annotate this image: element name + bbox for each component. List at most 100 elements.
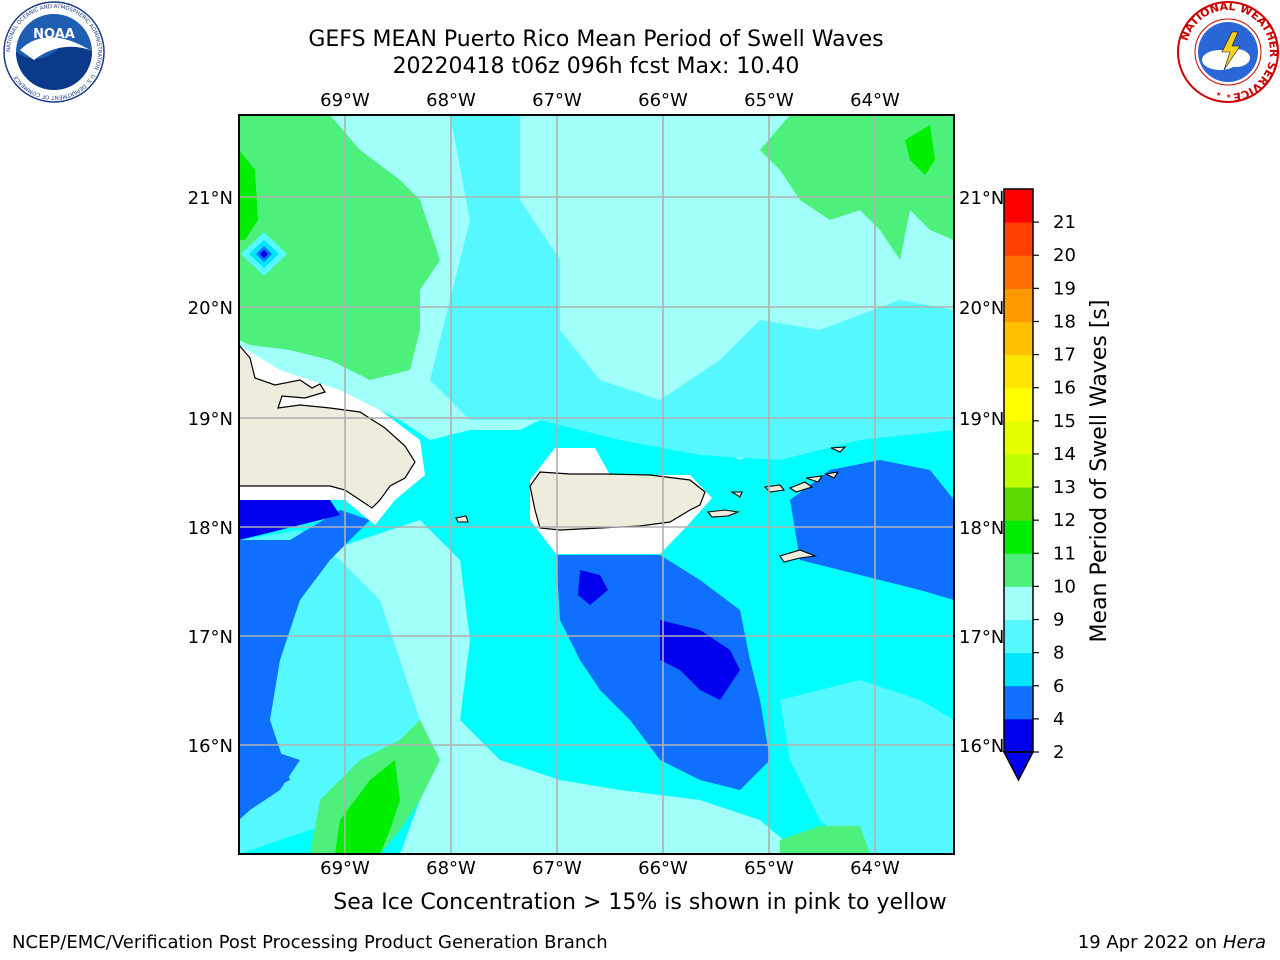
colorbar-segment	[1004, 718, 1033, 753]
lat-label-right: 16°N	[959, 736, 1004, 757]
lon-label-top: 69°W	[320, 90, 370, 111]
contour-10-11-ne-patch	[905, 125, 935, 175]
colorbar-tick-label: 8	[1053, 643, 1064, 664]
lat-label-left: 21°N	[188, 188, 233, 209]
colorbar-segment	[1004, 189, 1033, 223]
colorbar-segment	[1004, 652, 1033, 687]
colorbar-tick-label: 19	[1053, 278, 1076, 299]
colorbar-ticks: 2 4 6 8 9 10 11 12 13 14 15 16 17 18 19 20 21	[1033, 212, 1076, 763]
lat-label-left: 16°N	[188, 736, 233, 757]
lat-labels-left: 21°N 20°N 19°N 18°N 17°N 16°N	[188, 188, 233, 757]
colorbar-tick-label: 11	[1053, 543, 1076, 564]
map-frame	[238, 114, 955, 855]
colorbar-frame	[1003, 188, 1034, 753]
chart-title: GEFS MEAN Puerto Rico Mean Period of Swe…	[308, 27, 884, 52]
colorbar-segment	[1004, 354, 1033, 389]
colorbar-segment	[1004, 420, 1033, 455]
colorbar-under-triangle	[1002, 751, 1035, 782]
colorbar-segment	[1004, 685, 1033, 720]
lon-label-top: 68°W	[426, 90, 476, 111]
noaa-logo-text: NOAA	[33, 27, 75, 42]
contour-9-10-northwest	[239, 115, 440, 380]
colorbar-tick-label: 13	[1053, 477, 1076, 498]
map-plot-area	[239, 115, 954, 854]
colorbar-segment	[1004, 222, 1033, 256]
lon-labels-bottom: 69°W 68°W 67°W 66°W 65°W 64°W	[320, 858, 900, 879]
colorbar-tick-label: 10	[1053, 576, 1076, 597]
colorbar-tick-label: 12	[1053, 510, 1076, 531]
chart-subtitle: 20220418 t06z 096h fcst Max: 10.40	[392, 54, 800, 79]
land-small-islands	[455, 446, 847, 563]
colorbar-segments	[1002, 189, 1035, 782]
colorbar-tick-label: 15	[1053, 411, 1076, 432]
colorbar-segment	[1004, 586, 1033, 621]
lon-label-top: 67°W	[532, 90, 582, 111]
lat-label-left: 17°N	[188, 627, 233, 648]
colorbar-tick-label: 9	[1053, 610, 1064, 631]
contour-below-2-west	[239, 500, 340, 540]
lon-label-top: 66°W	[638, 90, 688, 111]
lat-label-right: 17°N	[959, 627, 1004, 648]
gridlines	[239, 115, 954, 854]
lat-label-left: 19°N	[188, 409, 233, 430]
land-hispaniola	[239, 344, 416, 509]
contour-6-8-mid	[430, 115, 954, 460]
lon-label-top: 65°W	[744, 90, 794, 111]
colorbar-segment	[1004, 288, 1033, 322]
lon-label-bottom: 65°W	[744, 858, 794, 879]
colorbar-tick-label: 14	[1053, 444, 1076, 465]
contour-9-10-south-east	[780, 826, 870, 854]
lon-label-bottom: 68°W	[426, 858, 476, 879]
colorbar-segment	[1004, 487, 1033, 521]
footer-credit: NCEP/EMC/Verification Post Processing Pr…	[12, 932, 608, 953]
lon-label-bottom: 64°W	[850, 858, 900, 879]
land-puerto-rico	[529, 471, 706, 531]
lon-labels-top: 69°W 68°W 67°W 66°W 65°W 64°W	[320, 90, 900, 111]
lat-labels-right: 21°N 20°N 19°N 18°N 17°N 16°N	[959, 188, 1004, 757]
lon-label-top: 64°W	[850, 90, 900, 111]
lon-label-bottom: 67°W	[532, 858, 582, 879]
contour-10-11-south	[335, 760, 400, 854]
contour-9-10-northeast	[760, 115, 954, 260]
colorbar: 2 4 6 8 9 10 11 12 13 14 15 16 17 18 19 20 21	[1002, 188, 1076, 782]
colorbar-segment	[1004, 387, 1033, 422]
footer-date: 19 Apr 2022 on Hera	[1078, 932, 1266, 953]
colorbar-tick-label: 20	[1053, 245, 1076, 266]
lat-label-right: 18°N	[959, 518, 1004, 539]
colorbar-tick-label: 18	[1053, 311, 1076, 332]
svg-text:★: ★	[1236, 91, 1241, 98]
colorbar-label: Mean Period of Swell Waves [s]	[1087, 300, 1112, 643]
colorbar-segment	[1004, 453, 1033, 488]
lat-label-right: 20°N	[959, 298, 1004, 319]
colorbar-tick-label: 17	[1053, 345, 1076, 366]
colorbar-tick-label: 6	[1053, 676, 1064, 697]
contour-below-2-south-pr	[660, 620, 740, 700]
contour-2-4-west-south	[239, 740, 300, 820]
colorbar-tick-label: 2	[1053, 742, 1064, 763]
footer-machine: Hera	[1222, 932, 1266, 953]
lon-label-bottom: 66°W	[638, 858, 688, 879]
lat-label-left: 20°N	[188, 298, 233, 319]
colorbar-tick-label: 4	[1053, 709, 1064, 730]
colorbar-segment	[1004, 520, 1033, 554]
colorbar-tick-label: 21	[1053, 212, 1076, 233]
contour-10-11-nw-strip	[239, 150, 258, 240]
contour-diamond-core	[260, 250, 268, 258]
contour-2-4-southeast	[790, 460, 954, 600]
lon-label-bottom: 69°W	[320, 858, 370, 879]
colorbar-segment	[1004, 255, 1033, 289]
contour-2-4-west	[239, 510, 370, 800]
svg-text:★: ★	[1216, 91, 1221, 98]
lat-label-right: 19°N	[959, 409, 1004, 430]
noaa-logo: NATIONAL OCEANIC AND ATMOSPHERIC ADMINIS…	[3, 1, 105, 103]
colorbar-segment	[1004, 321, 1033, 356]
colorbar-tick-label: 16	[1053, 378, 1076, 399]
sea-ice-caption: Sea Ice Concentration > 15% is shown in …	[333, 890, 947, 915]
lat-label-left: 18°N	[188, 518, 233, 539]
contour-6-8-southeast	[780, 680, 954, 854]
contour-below-2-small	[578, 570, 608, 605]
footer-date-text: 19 Apr 2022 on	[1077, 932, 1223, 953]
colorbar-segment	[1004, 553, 1033, 587]
nws-logo: NATIONAL WEATHER SERVICE ★ ★ ★	[1177, 0, 1280, 104]
